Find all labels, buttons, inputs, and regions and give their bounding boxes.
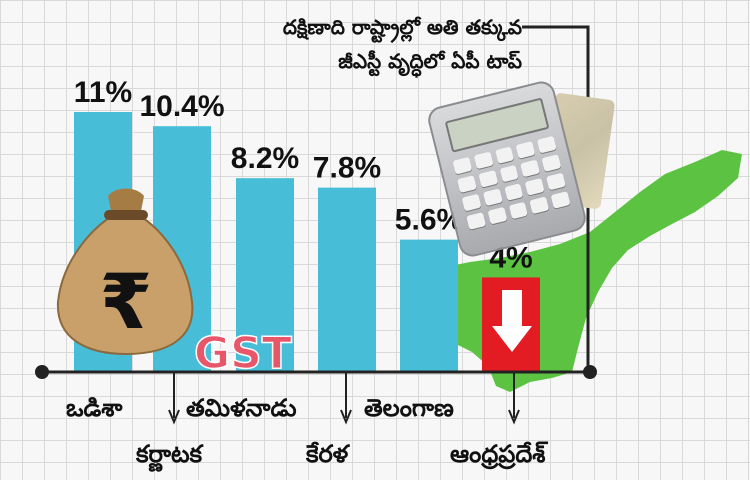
category-label: తమిళనాడు	[186, 394, 297, 422]
category-label: ఆంధ్రప్రదేశ్	[450, 440, 548, 470]
rupee-money-bag-icon: ₹	[56, 188, 194, 356]
bracket-line	[522, 25, 590, 372]
bar-3	[236, 178, 294, 372]
category-label: కేరళ	[305, 440, 351, 468]
category-label: ఒడిశా	[66, 394, 123, 422]
headline-line-2: జీఎస్టీ వృద్ధిలో ఏపీ టాప్	[338, 49, 522, 73]
axis-end-dot	[35, 365, 49, 379]
tick-arrow-icon	[168, 409, 180, 425]
bar-4	[318, 187, 376, 372]
svg-text:₹: ₹	[100, 257, 153, 346]
category-label: తెలంగాణ	[364, 394, 454, 422]
value-label: 7.8%	[313, 152, 381, 185]
headline: దక్షిణాది రాష్ట్రాల్లో అతి తక్కువ జీఎస్ట…	[232, 10, 522, 78]
value-label: 10.4%	[139, 90, 224, 123]
tick-arrow-icon	[340, 409, 352, 425]
bar-5	[400, 239, 458, 372]
axis-end-dot	[583, 365, 597, 379]
headline-line-1: దక్షిణాది రాష్ట్రాల్లో అతి తక్కువ	[282, 15, 522, 39]
value-label: 11%	[74, 76, 132, 109]
category-label: కర్ణాటక	[135, 440, 204, 472]
down-arrow-icon	[492, 290, 532, 352]
tick-arrow-icon	[508, 409, 520, 425]
value-label: 8.2%	[231, 142, 299, 175]
